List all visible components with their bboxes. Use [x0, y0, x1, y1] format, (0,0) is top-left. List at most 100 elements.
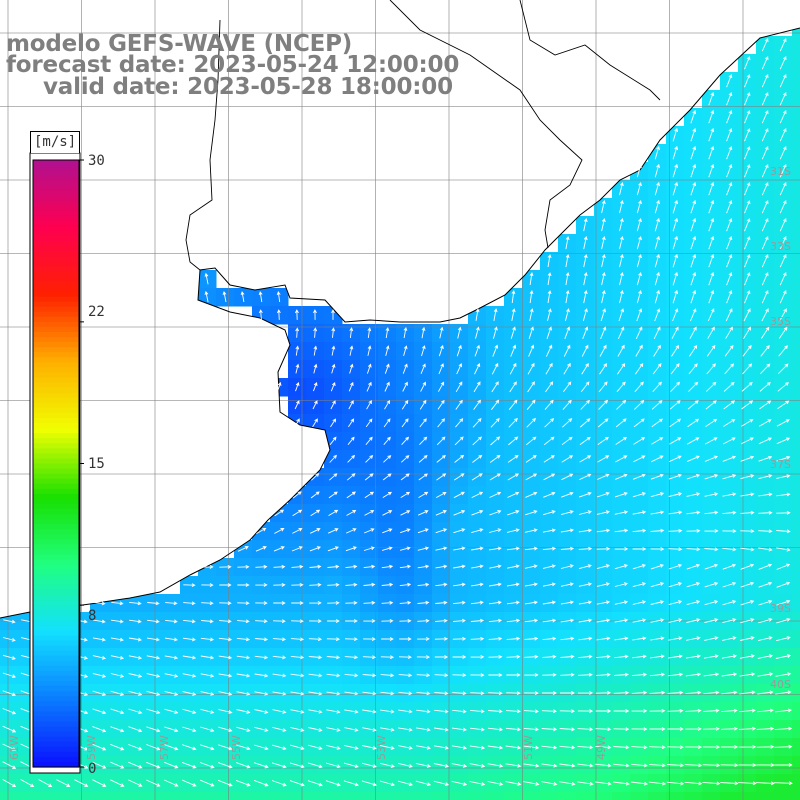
wind-arrow	[632, 654, 647, 659]
wind-arrow	[416, 691, 431, 696]
wind-cell	[792, 648, 800, 667]
wind-arrow	[93, 619, 106, 624]
wind-arrow	[670, 363, 680, 375]
wind-arrow	[651, 455, 664, 463]
wind-cell	[702, 792, 721, 800]
wind-arrow	[488, 691, 503, 696]
wind-cell	[342, 792, 361, 800]
wind-arrow	[579, 455, 592, 463]
wind-arrow	[776, 547, 791, 552]
wind-arrow	[687, 400, 699, 410]
wind-arrow	[708, 235, 715, 250]
wind-arrow	[399, 564, 411, 569]
wind-arrow	[669, 400, 681, 410]
wind-arrow	[542, 528, 556, 533]
wind-arrow	[507, 564, 520, 569]
wind-arrow	[254, 709, 269, 714]
wind-arrow	[702, 745, 721, 749]
colorbar-segment	[33, 615, 79, 621]
wind-cell	[792, 414, 800, 433]
wind-arrow	[619, 253, 624, 268]
wind-arrow	[559, 745, 576, 750]
wind-arrow	[650, 618, 665, 623]
wind-arrow	[451, 780, 468, 787]
wind-arrow	[2, 725, 17, 733]
wind-arrow	[272, 744, 287, 751]
wind-arrow	[38, 779, 53, 787]
wind-cell	[180, 792, 199, 800]
wind-arrow	[327, 564, 340, 569]
wind-arrow	[471, 564, 484, 569]
wind-arrow	[689, 344, 698, 357]
wind-cell	[54, 792, 73, 800]
wind-arrow	[345, 600, 358, 605]
wind-arrow	[200, 762, 215, 769]
wind-arrow	[491, 399, 500, 410]
wind-arrow	[779, 55, 787, 70]
wind-arrow	[505, 763, 522, 768]
wind-arrow	[435, 564, 448, 569]
wind-arrow	[761, 73, 769, 88]
wind-arrow	[613, 709, 630, 713]
wind-arrow	[761, 91, 769, 106]
wind-arrow	[327, 619, 340, 623]
wind-arrow	[417, 546, 430, 551]
wind-arrow	[703, 690, 720, 695]
wind-arrow	[472, 454, 483, 463]
wind-arrow	[690, 127, 697, 142]
wind-arrow	[452, 691, 467, 696]
wind-arrow	[615, 436, 628, 445]
wind-arrow	[452, 618, 466, 623]
wind-arrow	[759, 363, 771, 375]
wind-arrow	[579, 436, 591, 445]
wind-arrow	[505, 709, 521, 714]
wind-arrow	[613, 672, 629, 677]
wind-arrow	[650, 582, 665, 588]
wind-arrow	[617, 344, 625, 357]
wind-arrow	[706, 344, 716, 357]
wind-arrow	[506, 654, 521, 659]
wind-arrow	[110, 708, 125, 715]
wind-arrow	[294, 400, 300, 410]
wind-arrow	[271, 762, 287, 769]
colorbar-segment	[33, 362, 79, 368]
wind-cell	[792, 288, 800, 307]
wind-arrow	[489, 510, 502, 516]
wind-arrow	[490, 418, 500, 428]
wind-arrow	[292, 509, 303, 517]
wind-arrow	[254, 691, 269, 696]
wind-arrow	[523, 781, 540, 786]
wind-arrow	[596, 654, 611, 659]
wind-arrow	[290, 726, 305, 732]
wind-arrow	[561, 491, 574, 498]
wind-arrow	[704, 492, 719, 497]
wind-arrow	[255, 619, 268, 624]
wind-arrow	[722, 581, 737, 588]
wind-arrow	[720, 745, 739, 749]
wind-arrow	[415, 745, 431, 750]
wind-arrow	[779, 253, 787, 268]
wind-arrow	[472, 417, 482, 428]
wind-arrow	[596, 528, 611, 533]
wind-arrow	[541, 727, 558, 732]
wind-arrow	[92, 779, 107, 787]
wind-arrow	[237, 583, 250, 587]
latitude-label: 37S	[770, 458, 791, 471]
wind-arrow	[310, 509, 321, 517]
wind-arrow	[779, 127, 787, 142]
wind-arrow	[741, 419, 754, 427]
wind-arrow	[218, 708, 233, 714]
wind-arrow	[420, 381, 426, 392]
wind-arrow	[309, 564, 322, 569]
colorbar-segment	[33, 741, 79, 748]
wind-arrow	[294, 309, 299, 320]
wind-arrow	[666, 763, 685, 768]
wind-arrow	[361, 762, 377, 769]
wind-arrow	[380, 673, 395, 678]
wind-arrow	[164, 708, 179, 715]
wind-arrow	[511, 290, 516, 304]
wind-arrow	[313, 345, 318, 356]
wind-arrow	[543, 473, 556, 481]
colorbar-segment	[33, 377, 79, 384]
wind-arrow	[291, 601, 304, 605]
